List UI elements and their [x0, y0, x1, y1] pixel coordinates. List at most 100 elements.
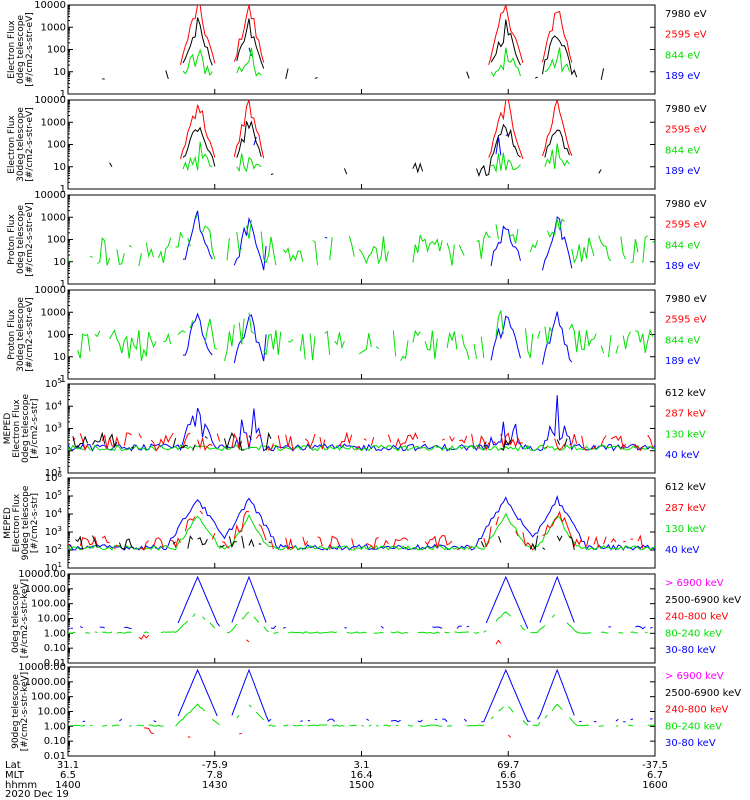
legend-entry: 30-80 keV — [665, 738, 716, 749]
y-axis-label: 0deg telescope — [16, 15, 26, 85]
series-line — [180, 5, 573, 66]
legend-entry: 844 eV — [665, 240, 700, 251]
legend-entry: 189 eV — [665, 261, 700, 272]
y-tick-label: 1 — [60, 184, 66, 195]
y-tick-label: 1 — [60, 374, 66, 385]
panel-2: 1 10 100 1000 10000 Electron Flux 30deg telesc… — [7, 95, 707, 195]
y-tick-label: 100 — [47, 45, 66, 56]
y-axis-label: 0deg telescope — [16, 205, 26, 275]
series-line — [72, 431, 568, 451]
y-axis-label: 0deg telescope — [11, 584, 21, 654]
legend-entry: 612 keV — [665, 482, 706, 493]
axis-row-value: 1530 — [496, 780, 521, 791]
y-tick-label: 105 — [45, 377, 62, 390]
y-tick-label: 100.00 — [31, 692, 66, 703]
panel-frame — [67, 99, 656, 190]
y-tick-label: 10.00 — [37, 707, 66, 718]
y-tick-label: 100 — [47, 140, 66, 151]
panel-1: 1 10 100 1000 10000 Electron Flux 0deg telesco… — [7, 0, 707, 100]
axis-row-value: 6.7 — [647, 770, 663, 781]
panel-frame — [67, 383, 656, 474]
y-axis-label: MEPED — [3, 507, 13, 539]
y-tick-label: 0.01 — [44, 751, 66, 762]
y-axis-label: [#/cm2-s-str-keV] — [20, 672, 30, 751]
legend-entry: 40 keV — [665, 545, 699, 556]
axis-row-value: 1600 — [642, 780, 667, 791]
y-axis-label: [#/cm2-s-str] — [30, 493, 40, 553]
panel-8: 0.01 0.10 1.00 10.00 100.00 1000.00 10000.0090… — [11, 662, 741, 762]
y-tick-label: 102 — [45, 444, 62, 457]
plot-area — [70, 668, 655, 738]
series-line — [68, 511, 650, 550]
legend-entry: 2595 eV — [665, 220, 707, 231]
panel-frame — [67, 289, 656, 380]
axis-row-value: 16.4 — [350, 770, 372, 781]
y-axis-label: [#/cm2-s-str-eV] — [25, 12, 35, 87]
series-line — [182, 47, 570, 78]
panel-frame — [67, 4, 656, 95]
axis-row-label: Lat — [5, 760, 21, 771]
y-tick-label: 10000.00 — [18, 662, 66, 673]
y-tick-label: 1000 — [41, 22, 66, 33]
series-line — [68, 494, 655, 551]
legend-entry: 287 keV — [665, 409, 706, 420]
y-tick-label: 10000 — [34, 190, 66, 201]
y-tick-label: 0.10 — [44, 643, 66, 654]
axis-row-label: MLT — [5, 770, 25, 781]
x-axis-labels: Lat 31.1 -75.9 3.1 69.7 -37.5 MLT 6.5 7.8 16.4 6.6… — [5, 760, 668, 800]
legend-entry: 2500-6900 keV — [665, 595, 741, 606]
y-tick-label: 1.00 — [44, 721, 66, 732]
panel-frame — [67, 477, 656, 569]
legend-entry: 2595 eV — [665, 315, 707, 326]
y-tick-label: 10.00 — [37, 614, 66, 625]
legend-entry: 844 eV — [665, 335, 700, 346]
plot-area — [68, 395, 655, 452]
y-tick-label: 106 — [45, 471, 63, 484]
y-axis-label: [#/cm2-s-str-eV] — [25, 107, 35, 182]
date-label: 2020 Dec 19 — [5, 789, 69, 800]
plot-area — [68, 5, 648, 80]
y-tick-label: 10 — [53, 162, 66, 173]
legend-entry: 612 keV — [665, 388, 706, 399]
panel-frame — [67, 666, 656, 757]
series-line — [75, 535, 575, 552]
legend-entry: 287 keV — [665, 503, 706, 514]
legend-entry: 240-800 keV — [665, 705, 729, 716]
series-line — [82, 668, 653, 723]
y-tick-label: 1000 — [41, 307, 66, 318]
plot-area — [68, 575, 653, 644]
y-tick-label: 0.01 — [44, 658, 66, 669]
y-axis-label: Electron Flux — [7, 20, 17, 79]
y-tick-label: 1000 — [41, 212, 66, 223]
series-line — [182, 141, 570, 174]
y-tick-label: 1 — [60, 279, 66, 290]
y-tick-label: 0.10 — [44, 736, 66, 747]
series-line — [68, 395, 655, 452]
plot-area — [77, 311, 654, 365]
y-axis-label: [#/cm2-s-str-keV] — [20, 579, 30, 658]
legend-entry: 7980 eV — [665, 104, 707, 115]
y-axis-label: 30deg telescope — [16, 107, 26, 182]
y-tick-label: 100.00 — [31, 599, 66, 610]
legend-entry: 240-800 keV — [665, 612, 729, 623]
legend-entry: 2500-6900 keV — [665, 688, 741, 699]
y-tick-label: 103 — [45, 422, 62, 435]
y-axis-label: [#/cm2-s-str-eV] — [25, 202, 35, 277]
legend-entry: 7980 eV — [665, 294, 707, 305]
y-tick-label: 1000.00 — [25, 677, 66, 688]
y-tick-label: 102 — [45, 543, 62, 556]
y-tick-label: 10000 — [34, 95, 66, 106]
series-line — [68, 512, 655, 551]
y-tick-label: 10 — [53, 352, 66, 363]
legend-entry: 844 eV — [665, 145, 700, 156]
y-tick-label: 10000 — [34, 0, 66, 11]
y-tick-label: 10 — [53, 257, 66, 268]
panel-3: 1 10 100 1000 10000 Proton Flux 0deg telescope… — [7, 190, 707, 290]
y-tick-label: 1 — [60, 89, 66, 100]
plot-area — [68, 211, 655, 270]
series-line — [144, 728, 557, 738]
y-axis-label: Proton Flux — [7, 214, 17, 265]
y-tick-label: 10000 — [34, 285, 66, 296]
